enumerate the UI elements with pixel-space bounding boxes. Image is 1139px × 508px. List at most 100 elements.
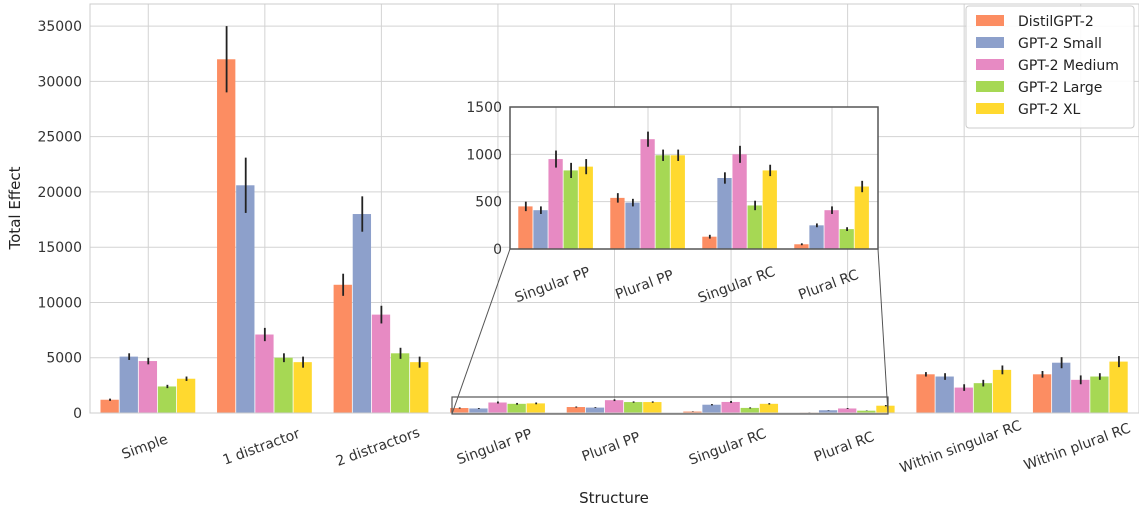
inset-y-tick-label: 500 bbox=[475, 195, 502, 211]
main-x-tick-label: 1 distractor bbox=[221, 426, 303, 469]
inset-bar-gpt-2-xl-singular-pp bbox=[578, 166, 593, 249]
main-bar-gpt-2-large-singular-rc bbox=[740, 407, 759, 413]
main-y-tick-label: 5000 bbox=[46, 351, 82, 367]
main-bar-gpt-2-medium-2-distractors bbox=[371, 314, 391, 413]
legend-label-gpt-2-medium: GPT-2 Medium bbox=[1018, 58, 1119, 74]
main-bar-gpt-2-large-2-distractors bbox=[390, 353, 410, 413]
y-axis-label: Total Effect bbox=[6, 166, 24, 250]
main-x-tick-label: 2 distractors bbox=[334, 425, 422, 470]
legend-label-distilgpt-2: DistilGPT-2 bbox=[1018, 14, 1094, 30]
main-bar-distilgpt-2-2-distractors bbox=[333, 284, 352, 413]
main-bar-gpt-2-xl-singular-rc bbox=[759, 403, 779, 413]
main-bar-gpt-2-small-singular-rc bbox=[702, 404, 721, 413]
inset-y-tick-label: 1500 bbox=[466, 100, 502, 116]
inset-bar-distilgpt-2-plural-rc bbox=[794, 244, 809, 249]
main-bar-gpt-2-large-plural-rc bbox=[857, 410, 876, 413]
inset-bar-gpt-2-small-plural-rc bbox=[809, 225, 824, 249]
inset-bar-distilgpt-2-plural-pp bbox=[610, 197, 625, 249]
main-bar-gpt-2-small-2-distractors bbox=[352, 214, 372, 413]
inset-bar-gpt-2-medium-plural-rc bbox=[824, 210, 839, 249]
zoom-region-box bbox=[451, 396, 889, 415]
main-bar-gpt-2-large-within-singular-rc bbox=[973, 383, 993, 413]
legend-swatch-gpt-2-xl bbox=[976, 103, 1004, 114]
legend-frame bbox=[965, 5, 1135, 129]
inset-bar-distilgpt-2-singular-rc bbox=[702, 236, 717, 249]
inset-x-tick-label: Plural RC bbox=[796, 267, 861, 304]
main-bar-gpt-2-medium-within-singular-rc bbox=[954, 387, 973, 413]
main-bar-gpt-2-small-within-singular-rc bbox=[935, 376, 954, 413]
legend-label-gpt-2-small: GPT-2 Small bbox=[1018, 36, 1102, 52]
legend-swatch-gpt-2-medium bbox=[976, 59, 1004, 70]
inset-bar-gpt-2-medium-singular-rc bbox=[732, 154, 747, 249]
inset-y-tick-labels: 0 500 1000 1500 bbox=[466, 100, 502, 258]
main-bar-gpt-2-xl-plural-rc bbox=[876, 405, 895, 413]
legend: DistilGPT-2 GPT-2 Small GPT-2 Medium GPT-2 … bbox=[965, 5, 1135, 129]
main-bar-gpt-2-small-plural-pp bbox=[585, 407, 605, 413]
legend-swatch-distilgpt-2 bbox=[976, 15, 1004, 26]
zoom-connector-left bbox=[451, 248, 511, 415]
main-bar-gpt-2-large-plural-pp bbox=[624, 402, 643, 413]
main-bar-distilgpt-2-singular-rc bbox=[683, 411, 702, 413]
inset-bar-gpt-2-small-singular-pp bbox=[533, 210, 548, 249]
main-bar-gpt-2-xl-singular-pp bbox=[526, 403, 545, 413]
inset-bar-gpt-2-large-singular-pp bbox=[563, 170, 578, 249]
main-bar-gpt-2-small-simple bbox=[119, 356, 138, 413]
inset-bar-gpt-2-large-plural-rc bbox=[839, 229, 854, 249]
main-bar-gpt-2-small-singular-pp bbox=[469, 408, 488, 413]
inset-x-tick-label: Singular PP bbox=[513, 264, 593, 306]
main-x-tick-label: Within plural RC bbox=[1022, 420, 1133, 473]
main-y-tick-label: 10000 bbox=[37, 295, 82, 311]
main-bar-gpt-2-small-1-distractor bbox=[236, 185, 255, 413]
main-y-tick-label: 25000 bbox=[37, 130, 82, 146]
legend-label-gpt-2-large: GPT-2 Large bbox=[1018, 80, 1102, 96]
main-x-tick-label: Plural RC bbox=[812, 429, 877, 466]
main-bar-distilgpt-2-simple bbox=[100, 399, 119, 413]
inset-bar-gpt-2-xl-plural-rc bbox=[854, 186, 869, 249]
legend-swatch-gpt-2-small bbox=[976, 37, 1004, 48]
legend-swatch-gpt-2-large bbox=[976, 81, 1004, 92]
inset-bar-gpt-2-xl-singular-rc bbox=[762, 170, 777, 249]
inset-x-tick-labels: Singular PP Plural PP Singular RC Plural RC bbox=[513, 264, 861, 307]
inset-bar-gpt-2-large-plural-pp bbox=[655, 155, 670, 249]
main-bar-gpt-2-medium-plural-pp bbox=[604, 400, 624, 413]
main-bar-gpt-2-small-plural-rc bbox=[818, 410, 838, 413]
main-bar-gpt-2-medium-within-plural-rc bbox=[1071, 379, 1090, 413]
main-bar-gpt-2-small-within-plural-rc bbox=[1052, 362, 1071, 413]
main-bar-gpt-2-xl-simple bbox=[176, 378, 196, 413]
main-bar-gpt-2-xl-2-distractors bbox=[410, 362, 429, 413]
x-axis-label: Structure bbox=[579, 489, 649, 507]
inset-bar-gpt-2-small-singular-rc bbox=[717, 178, 732, 249]
inset-bar-gpt-2-large-singular-rc bbox=[747, 205, 762, 249]
inset-x-tick-label: Plural PP bbox=[613, 267, 676, 303]
main-bar-gpt-2-xl-within-plural-rc bbox=[1109, 361, 1128, 413]
inset-bar-gpt-2-medium-plural-pp bbox=[640, 139, 655, 249]
main-x-tick-label: Within singular RC bbox=[898, 418, 1024, 477]
main-y-tick-label: 15000 bbox=[37, 240, 82, 256]
main-bar-gpt-2-medium-simple bbox=[138, 361, 158, 413]
main-bars bbox=[100, 26, 1128, 414]
main-bar-gpt-2-medium-1-distractor bbox=[255, 334, 274, 413]
main-bar-distilgpt-2-plural-pp bbox=[566, 407, 586, 413]
main-y-tick-label: 30000 bbox=[37, 74, 82, 90]
main-x-tick-label: Simple bbox=[120, 432, 170, 463]
main-bar-gpt-2-xl-1-distractor bbox=[293, 362, 312, 413]
inset-x-tick-label: Singular RC bbox=[696, 264, 778, 307]
main-y-tick-label: 0 bbox=[73, 406, 82, 422]
inset-bar-gpt-2-xl-plural-pp bbox=[670, 155, 685, 249]
main-bar-distilgpt-2-singular-pp bbox=[450, 408, 469, 413]
inset-bars bbox=[518, 131, 869, 249]
main-bar-distilgpt-2-within-plural-rc bbox=[1032, 374, 1052, 413]
inset-frame bbox=[509, 106, 879, 250]
main-bar-gpt-2-xl-plural-pp bbox=[643, 402, 662, 413]
main-bar-gpt-2-medium-singular-rc bbox=[721, 401, 740, 413]
main-bar-distilgpt-2-1-distractor bbox=[217, 59, 236, 414]
inset-y-tick-label: 0 bbox=[493, 242, 502, 258]
main-y-tick-label: 35000 bbox=[37, 19, 82, 35]
main-bar-gpt-2-medium-plural-rc bbox=[838, 408, 857, 413]
main-x-tick-label: Singular PP bbox=[455, 426, 535, 468]
main-bar-distilgpt-2-within-singular-rc bbox=[916, 374, 935, 413]
inset-bar-gpt-2-medium-singular-pp bbox=[548, 159, 563, 249]
main-bar-gpt-2-xl-within-singular-rc bbox=[992, 369, 1012, 413]
main-y-tick-label: 20000 bbox=[37, 185, 82, 201]
